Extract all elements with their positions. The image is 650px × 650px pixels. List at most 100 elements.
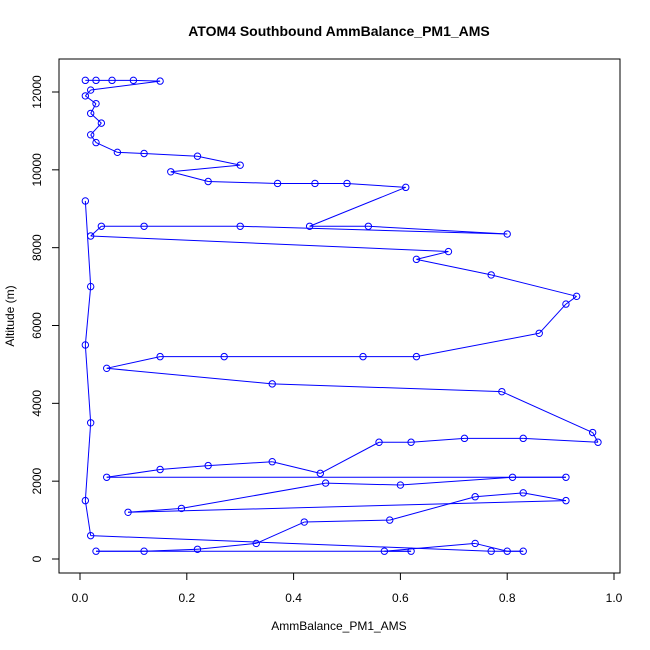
x-tick-label: 1.0 <box>606 591 623 605</box>
data-point <box>311 179 319 188</box>
series-segment <box>256 521 305 544</box>
series-lines <box>84 79 599 552</box>
series-segment <box>170 164 241 173</box>
series-segment <box>309 186 406 227</box>
data-point <box>236 222 244 230</box>
x-tick-label: 0.8 <box>499 591 516 605</box>
series-segment <box>90 225 102 237</box>
series-segment <box>90 103 97 114</box>
data-point <box>364 222 373 230</box>
data-point <box>519 547 527 555</box>
series-points <box>81 76 602 555</box>
y-tick-label: 2000 <box>30 467 44 494</box>
data-point <box>167 168 175 176</box>
data-point <box>498 387 506 396</box>
data-point <box>412 352 421 361</box>
y-tick-label: 0 <box>30 555 44 562</box>
data-point <box>140 222 148 230</box>
series-segment <box>538 303 567 334</box>
data-point <box>519 489 527 497</box>
series-segment <box>84 286 92 346</box>
data-point <box>103 364 111 373</box>
series-segment <box>491 274 577 297</box>
data-point <box>108 76 116 85</box>
data-point <box>86 419 95 427</box>
series-segment <box>501 391 593 433</box>
data-point <box>396 481 405 489</box>
data-point <box>535 329 543 337</box>
data-point <box>129 76 138 85</box>
data-point <box>86 109 95 118</box>
series-segment <box>90 235 449 253</box>
series-segment <box>368 225 508 235</box>
series-segment <box>475 542 508 552</box>
series-segment <box>592 432 599 443</box>
data-point <box>402 183 410 192</box>
x-tick-label: 0.4 <box>285 591 302 605</box>
series-segment <box>197 542 257 550</box>
data-point <box>92 547 100 555</box>
data-point <box>562 300 570 308</box>
data-point <box>268 380 276 388</box>
data-point <box>81 76 90 85</box>
data-point <box>503 230 511 238</box>
data-point <box>460 434 469 443</box>
data-point <box>343 179 351 188</box>
data-point <box>471 539 479 548</box>
x-axis-label: AmmBalance_PM1_AMS <box>271 619 406 633</box>
data-point <box>86 531 95 540</box>
plot-frame <box>58 58 621 574</box>
data-point <box>220 352 228 361</box>
data-point <box>487 547 495 555</box>
y-tick-label: 8000 <box>30 234 44 261</box>
series-segment <box>475 492 524 498</box>
series-segment <box>117 151 145 154</box>
data-point <box>81 496 90 505</box>
data-point <box>407 438 415 446</box>
series-segment <box>133 79 161 82</box>
series-segment <box>389 496 476 521</box>
data-point <box>305 222 314 230</box>
data-point <box>471 493 479 501</box>
data-point <box>92 138 100 147</box>
series-segment <box>416 258 492 276</box>
series-segment <box>90 80 161 91</box>
data-point <box>380 547 389 555</box>
y-axis: 0 2000 4000 6000 8000 10000 12000 <box>30 75 60 562</box>
series-segment <box>523 492 567 502</box>
data-point <box>156 352 164 361</box>
data-point <box>300 518 308 526</box>
series-segment <box>523 437 599 443</box>
series-segment <box>272 383 502 393</box>
series-segment <box>272 461 321 474</box>
data-point <box>97 119 106 127</box>
data-point <box>97 222 106 230</box>
series-segment <box>400 476 513 486</box>
data-point <box>236 161 244 169</box>
data-point <box>444 247 453 256</box>
x-axis: 0.0 0.2 0.4 0.6 0.8 1.0 <box>72 572 623 605</box>
series-segment <box>346 182 406 188</box>
series-segment <box>384 542 476 552</box>
data-point <box>407 547 415 555</box>
series-segment <box>95 142 118 153</box>
data-point <box>519 434 527 443</box>
data-point <box>588 428 597 437</box>
data-point <box>140 149 148 158</box>
data-point <box>273 179 282 188</box>
series-segment <box>85 95 97 105</box>
data-point <box>386 516 394 524</box>
data-point <box>594 438 602 446</box>
y-tick-label: 6000 <box>30 312 44 339</box>
data-point <box>359 352 367 361</box>
series-segment <box>90 122 102 136</box>
data-point <box>177 504 186 513</box>
series-segment <box>106 468 161 478</box>
series-segment <box>84 344 92 423</box>
series-segment <box>84 500 92 536</box>
data-point <box>268 458 276 466</box>
data-point <box>562 496 570 505</box>
series-segment <box>106 367 273 385</box>
data-point <box>321 479 330 487</box>
